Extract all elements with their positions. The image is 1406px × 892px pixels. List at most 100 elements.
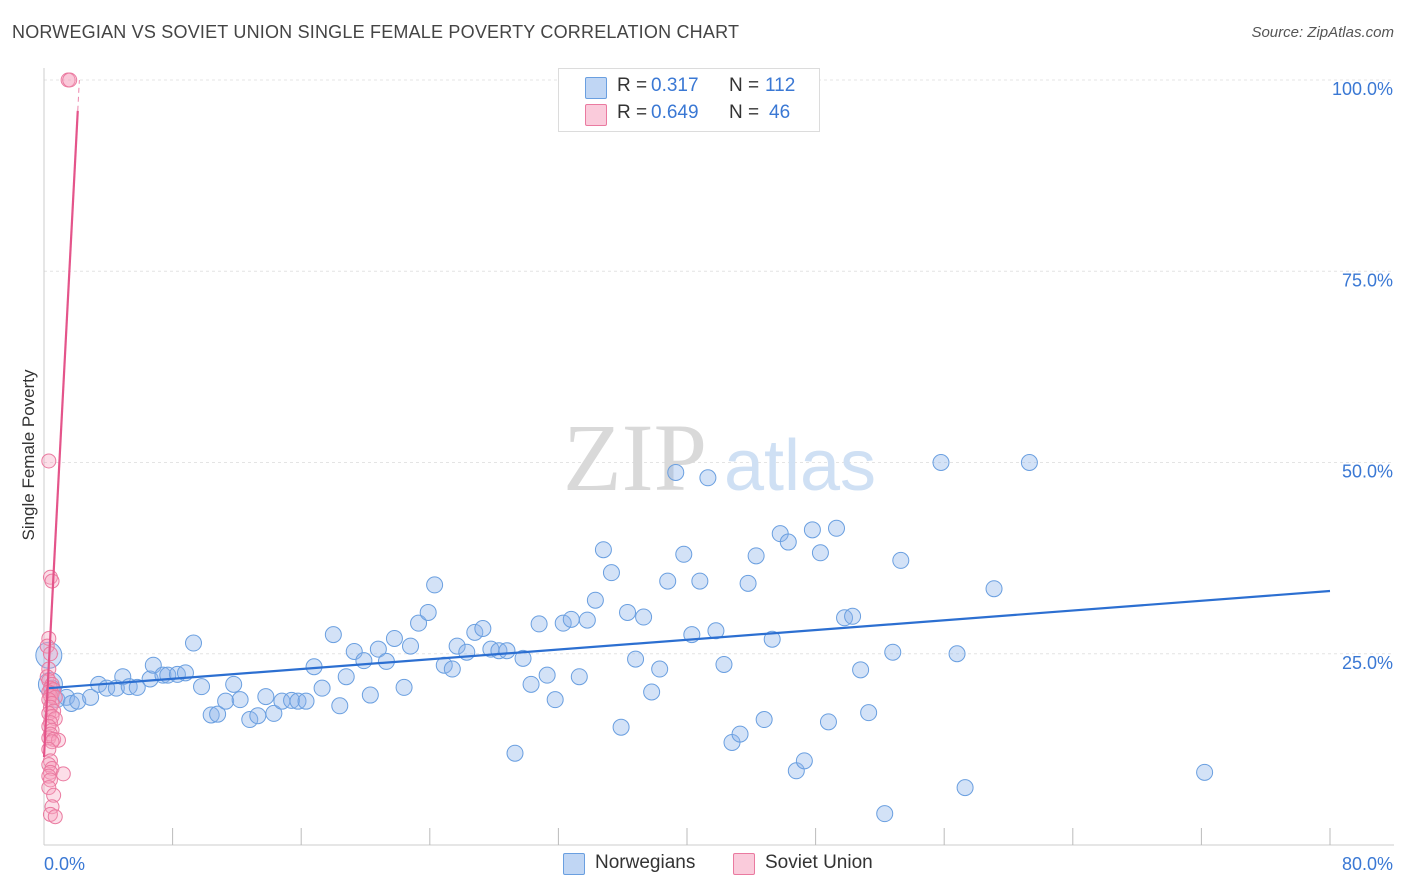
norwegians-point bbox=[313, 679, 331, 697]
norwegians-point bbox=[731, 725, 749, 743]
norwegians-point bbox=[249, 707, 267, 725]
norwegians-point bbox=[331, 697, 349, 715]
norwegians-point bbox=[956, 779, 974, 797]
norwegians-point bbox=[675, 545, 693, 563]
norwegians-point bbox=[426, 576, 444, 594]
soviet-union-point bbox=[62, 72, 78, 88]
norwegians-point bbox=[763, 630, 781, 648]
bottom-swatch-soviet-union bbox=[733, 853, 755, 875]
n-label: N = bbox=[729, 102, 765, 123]
norwegians-point bbox=[82, 688, 100, 706]
watermark-atlas: atlas bbox=[724, 426, 876, 506]
n-value-norwegians: 112 bbox=[765, 75, 796, 96]
soviet-union-point bbox=[55, 766, 71, 782]
norwegians-point bbox=[361, 686, 379, 704]
norwegians-point bbox=[257, 688, 275, 706]
norwegians-point bbox=[448, 637, 466, 655]
norwegians-point bbox=[643, 683, 661, 701]
axes bbox=[43, 68, 1394, 846]
norwegians-point bbox=[1020, 454, 1038, 471]
norwegians-point bbox=[699, 469, 717, 487]
norwegians-point bbox=[522, 675, 540, 693]
norwegians-points bbox=[35, 454, 1214, 823]
r-value-norwegians: 0.317 bbox=[651, 75, 699, 96]
norwegians-point bbox=[651, 660, 669, 678]
norwegians-point bbox=[217, 692, 235, 710]
norwegians-point bbox=[739, 574, 757, 592]
norwegians-point bbox=[324, 626, 342, 644]
chart-title: NORWEGIAN VS SOVIET UNION SINGLE FEMALE … bbox=[12, 22, 740, 42]
norwegians-point bbox=[562, 610, 580, 628]
norwegians-point bbox=[594, 541, 612, 559]
norwegians-point bbox=[193, 678, 211, 696]
norwegians-point bbox=[667, 463, 685, 481]
norwegians-point bbox=[985, 580, 1003, 598]
norwegians-point bbox=[755, 711, 773, 729]
norwegians-point bbox=[602, 564, 620, 582]
soviet-union-trend-extension bbox=[77, 79, 80, 111]
watermark-zip: ZIP bbox=[563, 404, 707, 511]
trend-lines bbox=[42, 79, 1331, 758]
axis-ticks bbox=[172, 828, 1331, 845]
norwegians-point bbox=[225, 675, 243, 693]
norwegians-point bbox=[506, 744, 524, 762]
r-label: R = bbox=[617, 75, 653, 96]
norwegians-point bbox=[715, 655, 733, 673]
norwegians-point bbox=[202, 706, 220, 724]
tick-labels: 25.0% 50.0% 75.0% 100.0% 0.0% 80.0% bbox=[44, 79, 1393, 874]
norwegians-point bbox=[369, 640, 387, 658]
norwegians-point bbox=[231, 691, 249, 709]
norwegians-point bbox=[419, 603, 437, 621]
norwegians-point bbox=[803, 521, 821, 539]
norwegians-point bbox=[586, 591, 604, 609]
norwegians-point bbox=[546, 691, 564, 709]
soviet-union-trend-line bbox=[42, 110, 79, 758]
norwegians-point bbox=[514, 649, 532, 667]
norwegians-point bbox=[114, 668, 132, 686]
norwegians-point bbox=[578, 611, 596, 629]
soviet-union-points bbox=[39, 72, 78, 825]
norwegians-point bbox=[852, 661, 870, 679]
norwegians-point bbox=[627, 650, 645, 668]
norwegians-point bbox=[443, 660, 461, 678]
norwegians-point bbox=[62, 694, 80, 712]
norwegians-point bbox=[466, 623, 484, 641]
norwegians-trend-line bbox=[48, 589, 1331, 690]
y-tick-label-75: 75.0% bbox=[1342, 270, 1393, 290]
norwegians-point bbox=[265, 704, 283, 722]
norwegians-point bbox=[128, 678, 146, 696]
norwegians-point bbox=[530, 615, 548, 633]
norwegians-point bbox=[297, 692, 315, 710]
norwegians-point bbox=[691, 572, 709, 590]
norwegians-point bbox=[498, 642, 516, 660]
legend-swatch-norwegians bbox=[585, 77, 607, 99]
norwegians-point bbox=[795, 752, 813, 770]
norwegians-point bbox=[659, 572, 677, 590]
norwegians-point bbox=[844, 607, 862, 625]
legend-label-soviet-union: Soviet Union bbox=[765, 852, 873, 873]
norwegians-point bbox=[184, 634, 202, 652]
soviet-union-point bbox=[41, 780, 57, 796]
soviet-union-point bbox=[47, 809, 63, 825]
norwegians-point bbox=[876, 805, 894, 823]
norwegians-point bbox=[209, 705, 227, 723]
stats-legend: R = 0.317 N = 112 R = 0.649 N = 46 bbox=[558, 68, 820, 132]
norwegians-point bbox=[811, 544, 829, 562]
norwegians-point bbox=[402, 637, 420, 655]
y-tick-label-25: 25.0% bbox=[1342, 653, 1393, 673]
y-tick-label-50: 50.0% bbox=[1342, 462, 1393, 482]
x-tick-label-80: 80.0% bbox=[1342, 854, 1393, 874]
norwegians-point bbox=[884, 643, 902, 661]
y-tick-label-100: 100.0% bbox=[1332, 79, 1393, 99]
x-tick-label-0: 0.0% bbox=[44, 854, 85, 874]
norwegians-point bbox=[69, 692, 87, 710]
r-label: R = bbox=[617, 102, 653, 123]
r-value-soviet-union: 0.649 bbox=[651, 102, 699, 123]
norwegians-point bbox=[474, 620, 492, 638]
norwegians-point bbox=[385, 629, 403, 647]
grid-lines bbox=[44, 79, 1394, 655]
norwegians-point bbox=[827, 519, 845, 537]
norwegians-point bbox=[538, 666, 556, 684]
soviet-union-point bbox=[46, 787, 62, 803]
